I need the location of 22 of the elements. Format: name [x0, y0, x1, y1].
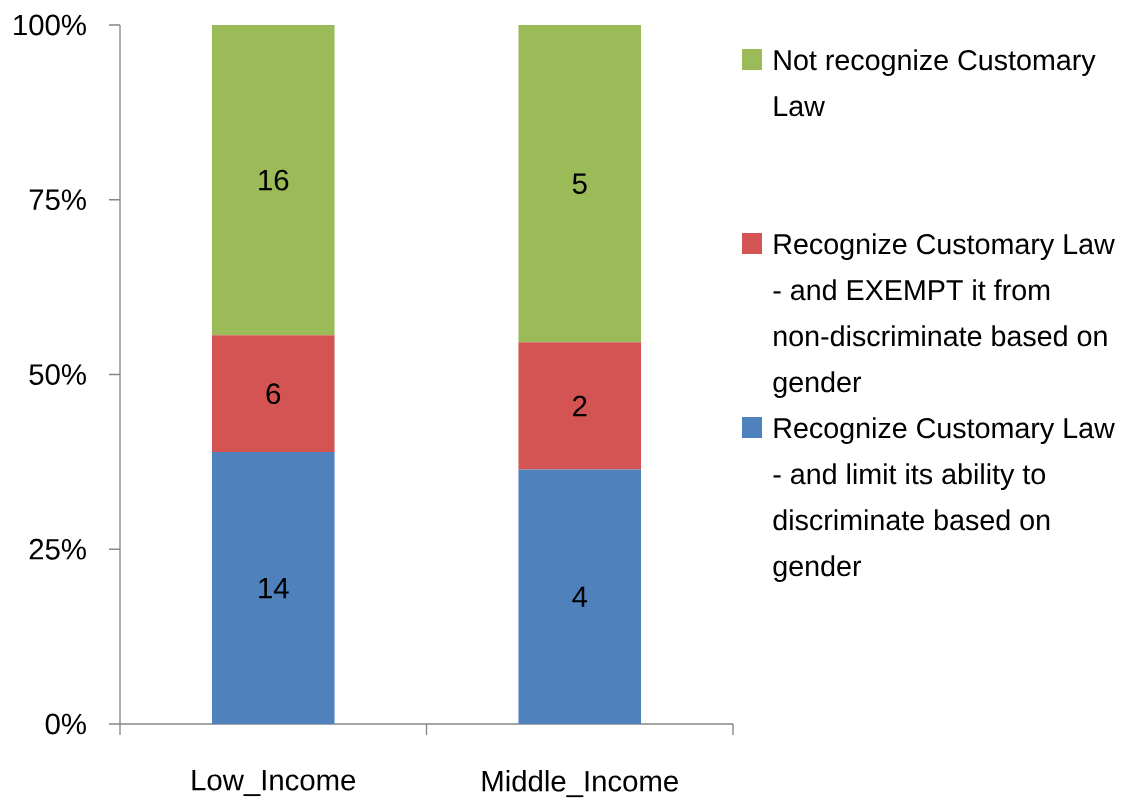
bar — [211, 24, 335, 336]
bar — [518, 342, 642, 470]
annotation: 5 — [572, 173, 587, 194]
annotation: 4 — [572, 586, 588, 607]
x-tick-label: Middle_Income — [482, 770, 678, 798]
bar — [211, 335, 335, 453]
annotation: 6 — [266, 383, 281, 405]
y-tick-label: 0% — [45, 713, 86, 735]
y-tick-label: 100% — [14, 14, 86, 36]
annotation: 14 — [259, 577, 289, 599]
annotation: 2 — [573, 395, 587, 417]
bar — [518, 469, 642, 724]
bar — [518, 24, 642, 343]
y-tick-label: 25% — [29, 538, 86, 560]
y-tick-label: 50% — [29, 364, 86, 385]
legend-label: Not recognize Customary Law — [774, 49, 1096, 117]
bar — [211, 452, 335, 724]
annotation: 16 — [259, 169, 289, 191]
y-tick-label: 75% — [29, 189, 86, 211]
legend-label: Recognize Customary Law - and EXEMPT it from non-discriminate based on gender — [773, 233, 1115, 398]
x-tick-label: Low_Income — [192, 770, 356, 797]
legend-label: Recognize Customary Law - and limit its ability to discriminate based on gender — [773, 417, 1115, 582]
